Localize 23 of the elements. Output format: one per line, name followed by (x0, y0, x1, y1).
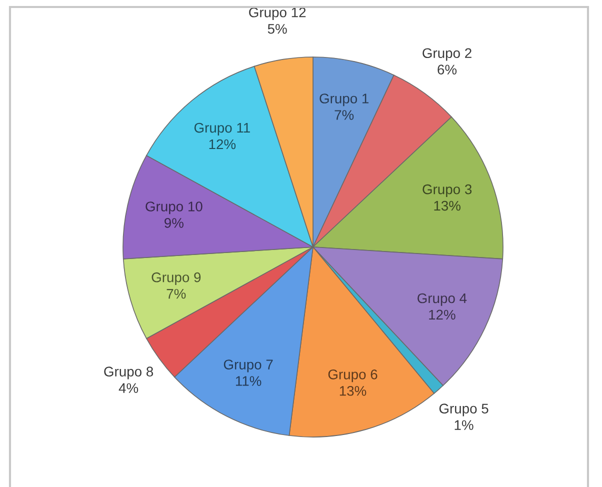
data-label: 6% (438, 64, 457, 75)
data-label: 13% (340, 386, 366, 396)
data-label: 7% (334, 110, 354, 120)
slice-label: Grupo 9 (152, 272, 201, 285)
slice-label: Grupo 7 (224, 360, 273, 372)
slice-label: Grupo 10 (146, 202, 202, 214)
data-label: 7% (166, 288, 186, 299)
slice-label: Grupo 2 (422, 48, 472, 61)
data-label: 9% (164, 218, 184, 228)
slice-label: Grupo 6 (328, 370, 378, 382)
data-label: 1% (454, 420, 474, 430)
slice-label: Grupo 3 (422, 184, 472, 197)
slice-label: Grupo 5 (439, 404, 488, 416)
slice-label: Grupo 4 (418, 293, 467, 306)
data-label: 12% (429, 310, 456, 320)
data-label: 11% (236, 376, 262, 386)
slice-label: Grupo 1 (320, 94, 368, 106)
slice-label: Grupo 8 (104, 366, 154, 380)
data-label: 13% (434, 200, 460, 211)
slice-label: Grupo 11 (194, 122, 250, 136)
data-label: 4% (118, 383, 138, 393)
data-label: 12% (209, 139, 236, 150)
data-label: 5% (268, 24, 287, 34)
